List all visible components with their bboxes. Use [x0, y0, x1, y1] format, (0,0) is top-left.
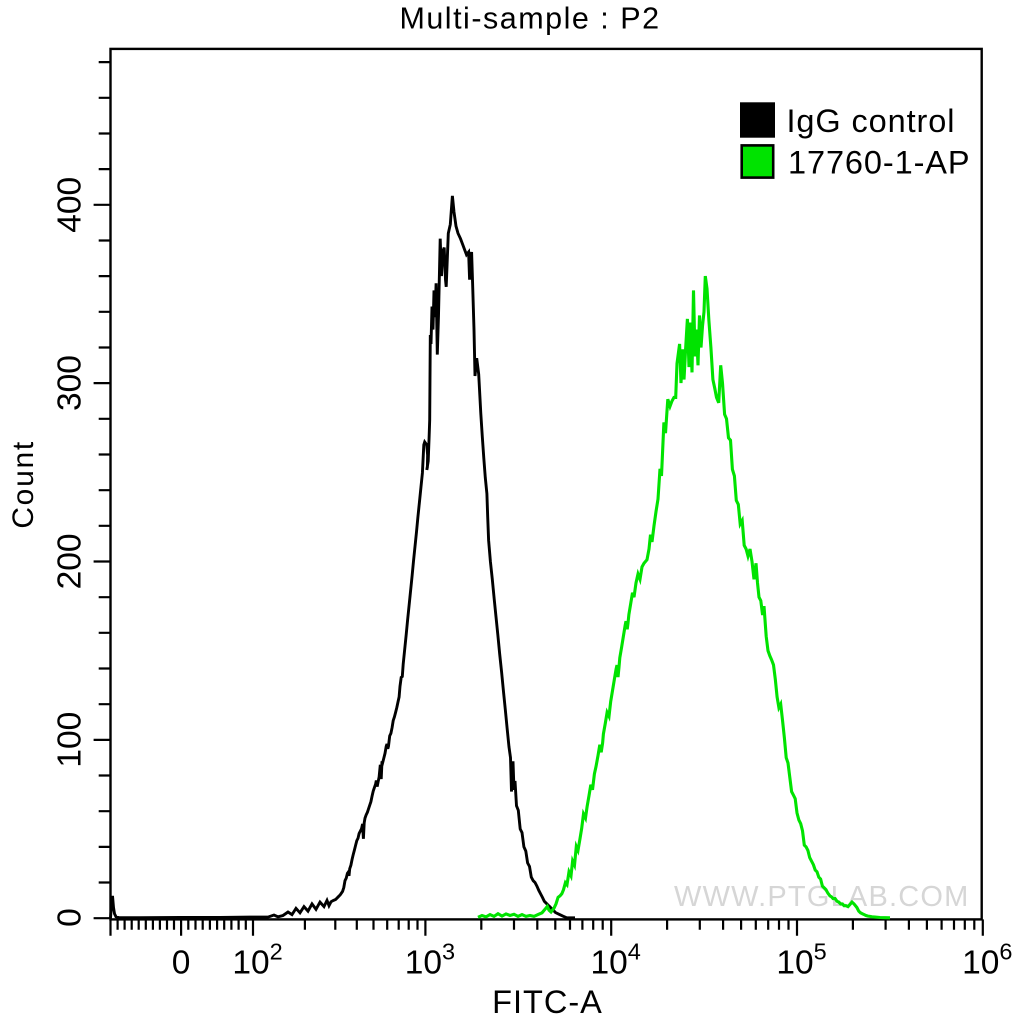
svg-text:200: 200	[52, 533, 89, 589]
svg-text:Count: Count	[7, 440, 40, 529]
svg-text:106: 106	[962, 939, 1012, 982]
svg-text:IgG control: IgG control	[787, 103, 956, 139]
svg-text:300: 300	[52, 355, 89, 411]
svg-text:100: 100	[52, 712, 89, 768]
svg-text:FITC-A: FITC-A	[492, 984, 603, 1020]
svg-text:102: 102	[232, 939, 282, 982]
svg-text:400: 400	[52, 177, 89, 233]
svg-text:0: 0	[172, 945, 191, 982]
svg-text:0: 0	[52, 908, 89, 927]
svg-text:17760-1-AP: 17760-1-AP	[788, 145, 970, 181]
svg-text:Multi-sample : P2: Multi-sample : P2	[399, 2, 660, 36]
